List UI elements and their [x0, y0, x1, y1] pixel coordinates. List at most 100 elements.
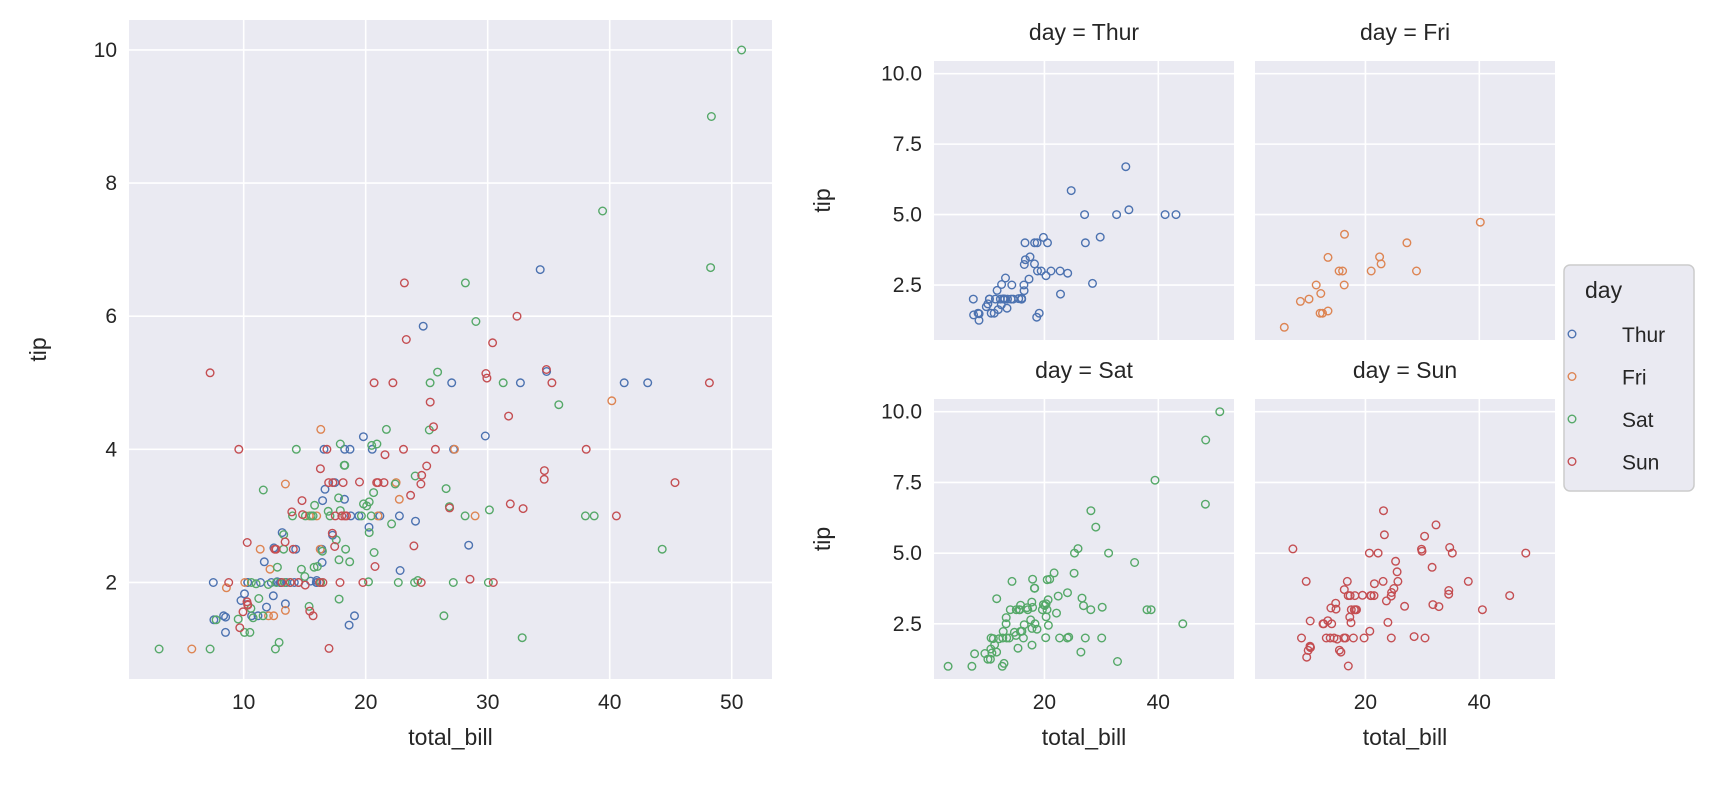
- data-point: [1160, 210, 1170, 220]
- data-point: [205, 368, 215, 378]
- data-point: [619, 378, 629, 388]
- data-point: [589, 511, 599, 521]
- data-point: [355, 477, 365, 487]
- data-point: [504, 411, 514, 421]
- data-point: [410, 578, 420, 588]
- data-point: [1393, 576, 1403, 586]
- x-axis-label: total_bill: [1363, 724, 1447, 750]
- panel-fri: day = Fri: [1255, 19, 1555, 340]
- data-point: [1073, 544, 1083, 554]
- data-point: [517, 633, 527, 643]
- data-point: [416, 578, 426, 588]
- data-point: [488, 338, 498, 348]
- y-tick-label: 8: [105, 172, 117, 195]
- y-tick-label: 7.5: [893, 133, 922, 156]
- data-point: [1028, 574, 1038, 584]
- data-point: [1201, 435, 1211, 445]
- data-point: [340, 494, 350, 504]
- data-point: [535, 265, 545, 275]
- data-point: [1019, 620, 1029, 630]
- data-point: [998, 627, 1008, 637]
- plot-background: [129, 20, 772, 679]
- data-point: [460, 511, 470, 521]
- data-point: [410, 471, 420, 481]
- data-point: [1016, 600, 1026, 610]
- data-point: [1062, 588, 1072, 598]
- data-point: [448, 578, 458, 588]
- data-point: [1020, 255, 1030, 265]
- data-point: [1097, 602, 1107, 612]
- series-thur: [968, 162, 1181, 325]
- data-point: [1019, 280, 1029, 290]
- data-point: [280, 578, 290, 588]
- y-axis-label: tip: [25, 337, 51, 361]
- x-axis-label: total_bill: [1042, 724, 1126, 750]
- data-point: [1477, 605, 1487, 615]
- data-point: [992, 647, 1002, 657]
- data-point: [512, 311, 522, 321]
- data-point: [334, 555, 344, 565]
- data-point: [345, 557, 355, 567]
- data-point: [243, 578, 253, 588]
- data-point: [1001, 273, 1011, 283]
- data-point: [1389, 584, 1399, 594]
- data-point: [1345, 591, 1355, 601]
- data-point: [288, 544, 298, 554]
- data-point: [271, 544, 281, 554]
- data-point: [1036, 266, 1046, 276]
- data-point: [1001, 613, 1011, 623]
- data-point: [1378, 576, 1388, 586]
- data-point: [539, 466, 549, 476]
- data-point: [399, 444, 409, 454]
- data-point: [319, 444, 329, 454]
- data-point: [387, 519, 397, 529]
- data-point: [987, 648, 997, 658]
- data-point: [1112, 210, 1122, 220]
- x-tick-label: 40: [1468, 691, 1491, 714]
- data-point: [1279, 322, 1289, 332]
- data-point: [1104, 548, 1114, 558]
- data-point: [1323, 252, 1333, 262]
- data-point: [1040, 601, 1050, 611]
- data-point: [1080, 633, 1090, 643]
- data-point: [268, 591, 278, 601]
- data-point: [1032, 624, 1042, 634]
- data-point: [251, 579, 261, 589]
- data-point: [296, 564, 306, 574]
- data-point: [1420, 531, 1430, 541]
- data-point: [1505, 591, 1515, 601]
- data-point: [418, 321, 428, 331]
- data-point: [997, 280, 1007, 290]
- data-point: [1331, 604, 1341, 614]
- series-sat: [943, 407, 1225, 671]
- data-point: [1091, 522, 1101, 532]
- data-point: [312, 511, 322, 521]
- data-point: [1445, 543, 1455, 553]
- data-point: [323, 506, 333, 516]
- data-point: [380, 450, 390, 460]
- data-point: [264, 611, 274, 621]
- data-point: [277, 528, 287, 538]
- data-point: [1365, 626, 1375, 636]
- data-point: [1386, 633, 1396, 643]
- data-point: [1007, 576, 1017, 586]
- data-point: [308, 611, 318, 621]
- y-axis-label: tip: [809, 527, 835, 551]
- data-point: [287, 507, 297, 517]
- data-point: [1032, 312, 1042, 322]
- data-point: [1334, 645, 1344, 655]
- data-point: [1042, 575, 1052, 585]
- data-point: [554, 400, 564, 410]
- data-point: [1019, 286, 1029, 296]
- data-point: [245, 627, 255, 637]
- x-tick-label: 40: [1147, 691, 1170, 714]
- data-point: [338, 478, 348, 488]
- data-point: [372, 478, 382, 488]
- data-point: [1364, 548, 1374, 558]
- data-point: [239, 589, 249, 599]
- data-point: [388, 378, 398, 388]
- data-point: [1124, 205, 1134, 215]
- data-point: [350, 611, 360, 621]
- data-point: [1379, 530, 1389, 540]
- legend: day Thur Fri Sat Sun: [1563, 264, 1695, 492]
